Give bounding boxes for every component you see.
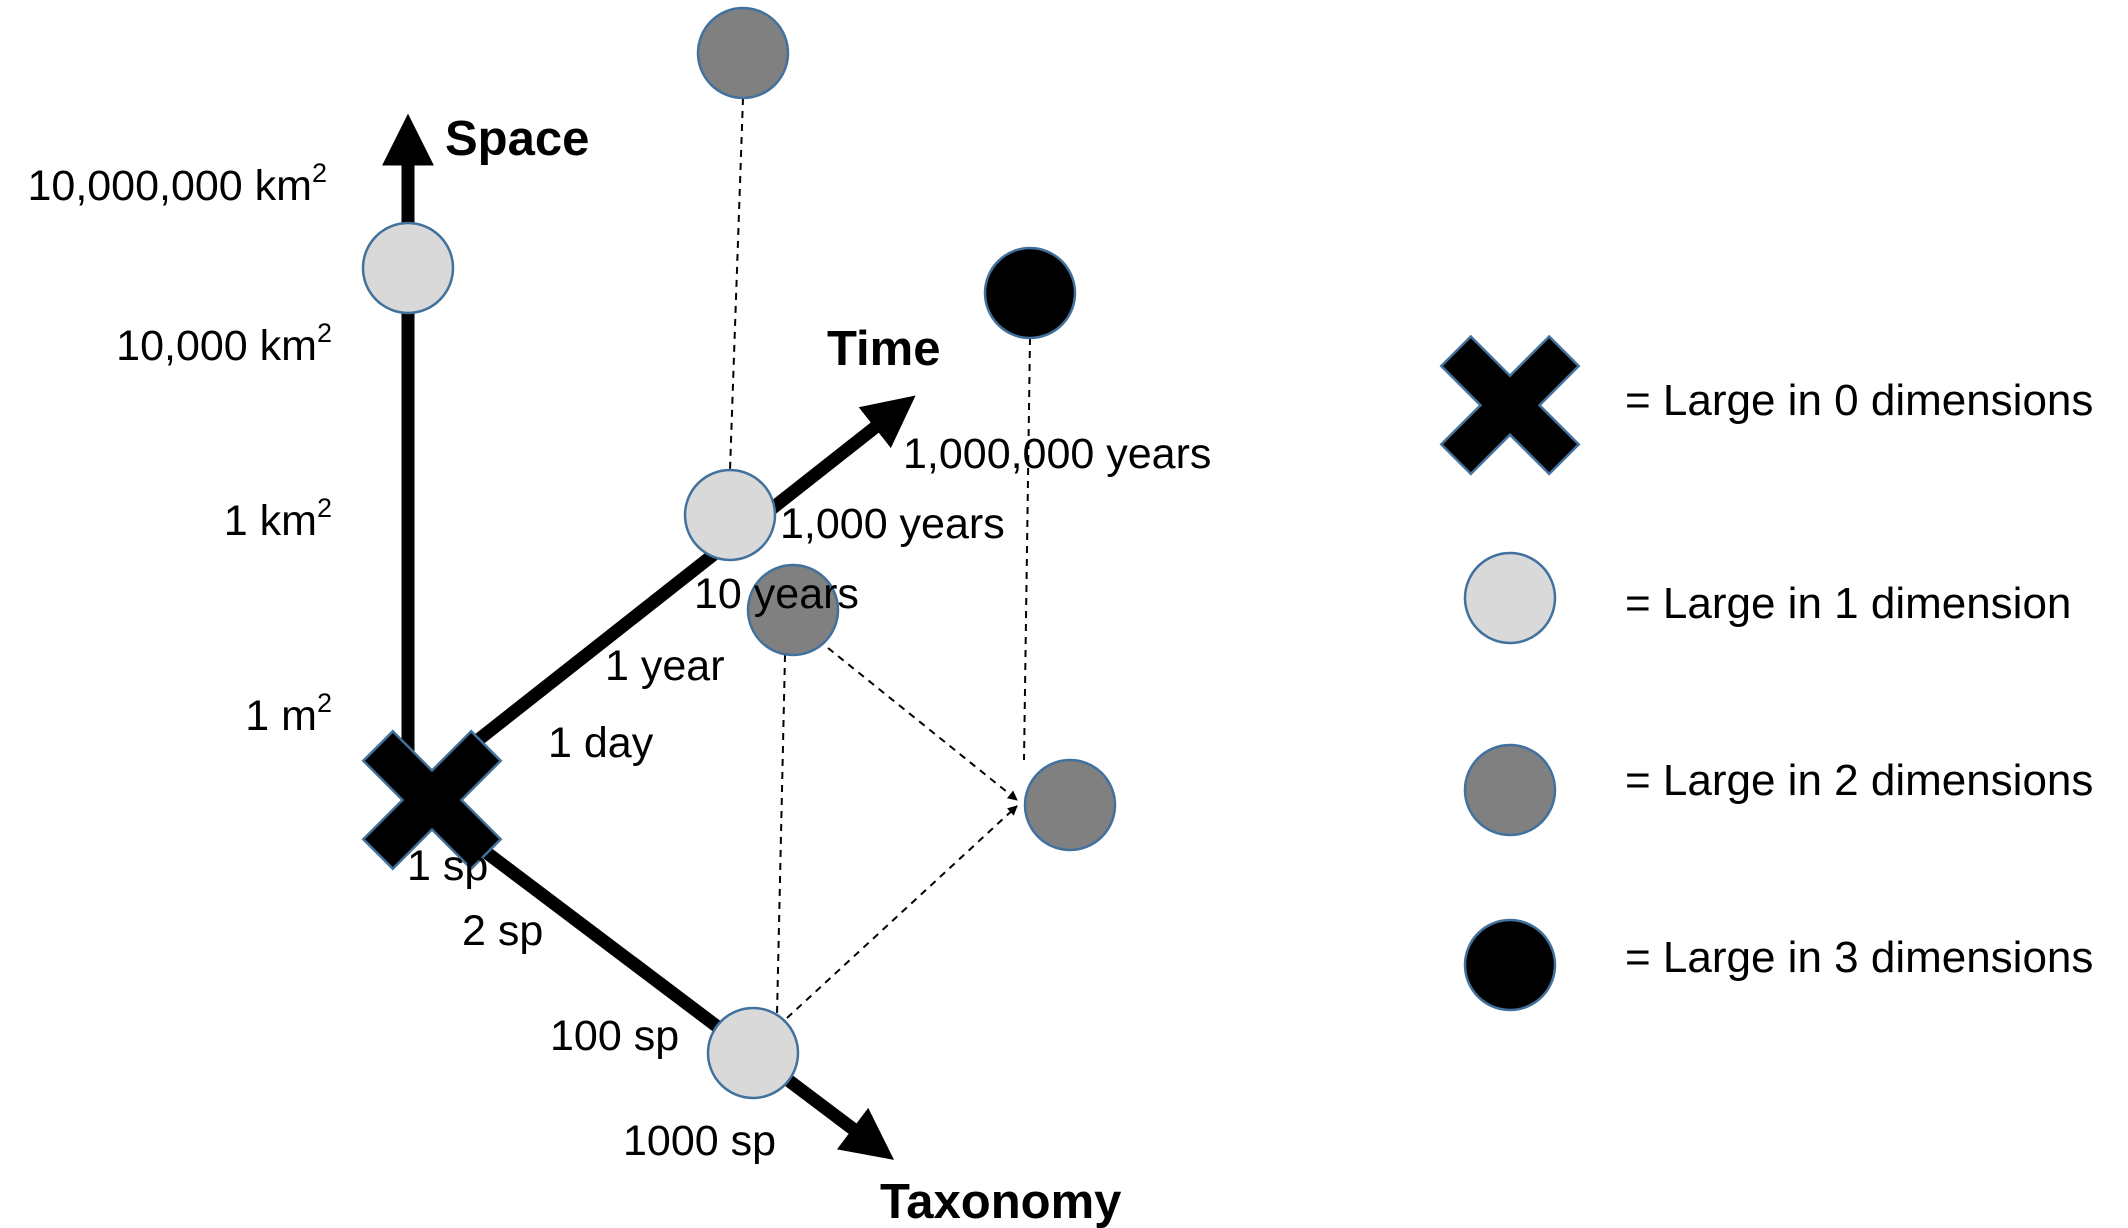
- space-tick-10000000: 10,000,000 km2: [27, 158, 327, 210]
- connector-time-gray-to-taxonomy: [775, 654, 786, 1061]
- taxonomy-axis: [426, 804, 895, 1160]
- legend-light-circle-icon: [1463, 551, 1557, 645]
- space-tick-1m: 1 m2: [245, 688, 332, 740]
- nodes: [361, 6, 1117, 1100]
- connector-taxonomy-to-right-gray: [786, 805, 1018, 1019]
- legend-label-2: = Large in 2 dimensions: [1625, 756, 2093, 805]
- taxonomy-tick-1000-sp: 1000 sp: [623, 1117, 776, 1165]
- space-axis-title: Space: [445, 112, 589, 166]
- connector-black-to-gray: [1023, 337, 1031, 761]
- time-axis: [435, 395, 916, 776]
- node-taxonomy: [706, 1006, 800, 1100]
- node-space-taxonomy: [696, 6, 790, 100]
- taxonomy-tick-100-sp: 100 sp: [550, 1012, 679, 1060]
- legend-gray-circle-icon: [1463, 743, 1557, 837]
- node-all-dimensions: [983, 246, 1077, 340]
- legend: = Large in 0 dimensions = Large in 1 dim…: [1439, 334, 2093, 1012]
- legend-label-3: = Large in 3 dimensions: [1625, 933, 2093, 982]
- space-tick-10000: 10,000 km2: [116, 318, 332, 370]
- node-time-taxonomy: [746, 563, 840, 657]
- dashed-connectors: [729, 97, 1031, 1061]
- time-tick-1000000-years: 1,000,000 years: [903, 430, 1211, 478]
- node-space: [361, 221, 455, 315]
- connector-time-gray-to-right-gray: [827, 647, 1018, 801]
- connector-top-gray-to-time: [729, 97, 744, 471]
- node-time-taxonomy-right: [1023, 758, 1117, 852]
- taxonomy-axis-title: Taxonomy: [880, 1175, 1121, 1228]
- origin-cross-icon: [361, 729, 503, 871]
- time-tick-1-year: 1 year: [605, 642, 725, 690]
- legend-cross-icon: [1439, 334, 1581, 476]
- taxonomy-tick-1-sp: 1 sp: [407, 842, 488, 890]
- time-tick-1-day: 1 day: [548, 719, 654, 767]
- legend-label-0: = Large in 0 dimensions: [1625, 376, 2093, 425]
- time-axis-title: Time: [827, 322, 940, 376]
- legend-label-1: = Large in 1 dimension: [1625, 579, 2071, 628]
- time-tick-10-years: 10 years: [694, 570, 859, 618]
- node-time: [683, 468, 777, 562]
- taxonomy-tick-2-sp: 2 sp: [462, 907, 543, 955]
- space-tick-1km: 1 km2: [224, 493, 332, 545]
- legend-black-circle-icon: [1463, 918, 1557, 1012]
- time-tick-1000-years: 1,000 years: [780, 500, 1005, 548]
